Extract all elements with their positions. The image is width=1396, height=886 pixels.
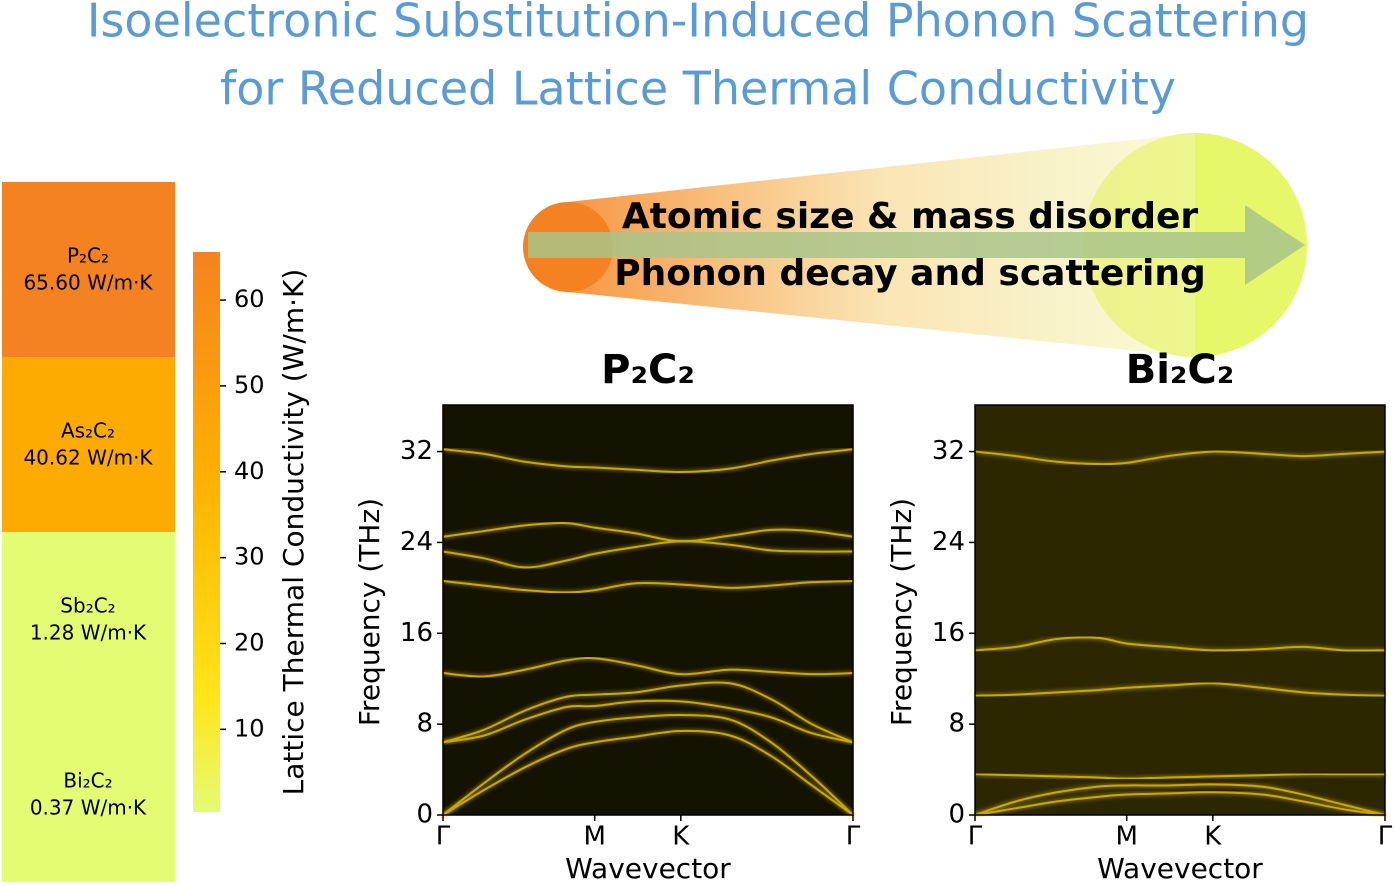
x-axis-label: Wavevector	[1097, 852, 1263, 885]
plot	[974, 405, 1386, 816]
tick-label: 20	[234, 628, 265, 656]
y-axis-label: Frequency (THz)	[885, 498, 918, 726]
colorbar-label: Lattice Thermal Conductivity (W/m·K)	[277, 269, 310, 796]
band	[974, 773, 1385, 780]
arrow	[528, 205, 1305, 285]
plot-frame	[442, 404, 854, 816]
banner-line: Phonon decay and scattering	[614, 253, 1206, 294]
x-tick-label: Γ	[846, 822, 861, 852]
band	[442, 580, 854, 594]
plot-frame	[974, 404, 1386, 816]
material-name: As₂C₂	[61, 419, 115, 443]
material-block	[2, 707, 175, 882]
tick-label: 60	[234, 285, 265, 313]
band	[974, 682, 1386, 697]
y-tick-label: 0	[948, 800, 965, 830]
y-tick-label: 32	[400, 436, 433, 466]
x-tick-label: M	[1115, 822, 1137, 852]
title-line: Isoelectronic Substitution-Induced Phono…	[87, 0, 1309, 48]
x-tick-label: K	[672, 822, 690, 852]
band	[974, 636, 1386, 652]
plot-area	[975, 405, 1385, 815]
band	[442, 522, 854, 543]
y-axis-label: Frequency (THz)	[353, 498, 386, 726]
y-tick-label: 8	[416, 709, 433, 739]
title-line: for Reduced Lattice Thermal Conductivity	[220, 62, 1176, 116]
x-tick-label: M	[583, 822, 605, 852]
material-value: 1.28 W/m·K	[30, 621, 147, 645]
band	[442, 713, 854, 816]
material-value: 40.62 W/m·K	[23, 446, 153, 470]
tick-label: 50	[234, 371, 265, 399]
band	[442, 540, 854, 569]
material-name: Sb₂C₂	[60, 594, 115, 618]
x-tick-label: Γ	[968, 822, 983, 852]
material-block	[2, 182, 175, 357]
y-tick-label: 24	[932, 527, 965, 557]
band	[442, 729, 854, 816]
y-tick-label: 8	[948, 709, 965, 739]
colorbar	[193, 252, 220, 812]
plot-title: P₂C₂	[601, 347, 695, 393]
band	[442, 681, 854, 744]
band	[442, 699, 854, 744]
tick-label: 30	[234, 543, 265, 571]
x-tick-label: Γ	[436, 822, 451, 852]
y-tick-label: 16	[932, 618, 965, 648]
material-value: 65.60 W/m·K	[23, 271, 153, 295]
material-block	[2, 357, 175, 532]
plot	[442, 405, 854, 816]
banner-line: Atomic size & mass disorder	[622, 196, 1199, 237]
tick-label: 10	[234, 714, 265, 742]
banner: Atomic size & mass disorder Phonon decay…	[523, 133, 1307, 357]
band	[442, 448, 854, 474]
material-block	[2, 532, 175, 707]
band	[974, 450, 1386, 466]
band	[974, 783, 1386, 816]
x-tick-label: K	[1204, 822, 1222, 852]
tick-label: 40	[234, 457, 265, 485]
x-tick-label: Γ	[1378, 822, 1393, 852]
plot-area	[443, 405, 853, 815]
y-tick-label: 24	[400, 527, 433, 557]
y-tick-label: 0	[416, 800, 433, 830]
x-axis-label: Wavevector	[565, 852, 731, 885]
band	[974, 791, 1386, 816]
material-value: 0.37 W/m·K	[30, 796, 147, 820]
plot-title: Bi₂C₂	[1126, 347, 1235, 393]
material-name: Bi₂C₂	[63, 769, 112, 793]
band	[442, 657, 854, 678]
y-tick-label: 16	[400, 618, 433, 648]
y-tick-label: 32	[932, 436, 965, 466]
material-name: P₂C₂	[67, 244, 109, 268]
